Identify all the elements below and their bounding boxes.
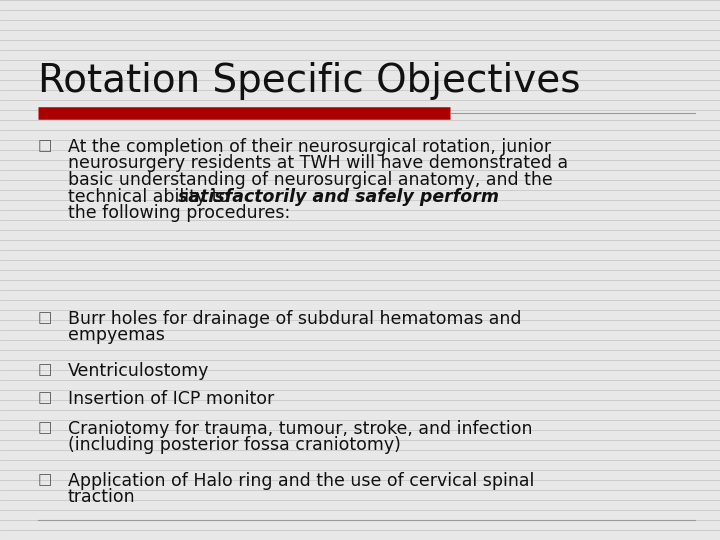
Text: Rotation Specific Objectives: Rotation Specific Objectives [38,62,580,100]
Text: satisfactorily and safely perform: satisfactorily and safely perform [178,187,499,206]
Text: traction: traction [68,489,135,507]
Text: Craniotomy for trauma, tumour, stroke, and infection: Craniotomy for trauma, tumour, stroke, a… [68,420,533,438]
Text: □: □ [38,420,53,435]
Text: empyemas: empyemas [68,327,165,345]
Text: Burr holes for drainage of subdural hematomas and: Burr holes for drainage of subdural hema… [68,310,521,328]
Text: neurosurgery residents at TWH will have demonstrated a: neurosurgery residents at TWH will have … [68,154,568,172]
Text: Insertion of ICP monitor: Insertion of ICP monitor [68,390,274,408]
Text: □: □ [38,390,53,405]
Text: Ventriculostomy: Ventriculostomy [68,362,210,380]
Text: □: □ [38,310,53,325]
Text: □: □ [38,362,53,377]
Text: technical ability to: technical ability to [68,187,235,206]
Text: □: □ [38,138,53,153]
Text: the following procedures:: the following procedures: [68,204,290,222]
Text: □: □ [38,472,53,487]
Text: (including posterior fossa craniotomy): (including posterior fossa craniotomy) [68,436,401,455]
Text: At the completion of their neurosurgical rotation, junior: At the completion of their neurosurgical… [68,138,551,156]
Text: basic understanding of neurosurgical anatomy, and the: basic understanding of neurosurgical ana… [68,171,553,189]
Text: Application of Halo ring and the use of cervical spinal: Application of Halo ring and the use of … [68,472,534,490]
